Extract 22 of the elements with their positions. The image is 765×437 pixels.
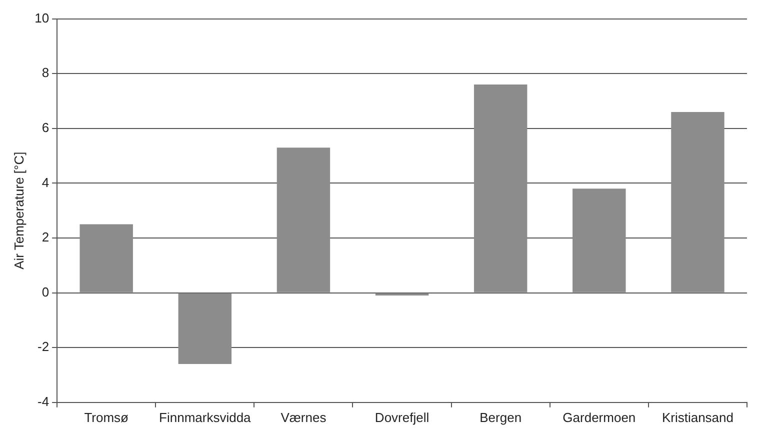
bar <box>572 188 626 292</box>
x-tick-label: Kristiansand <box>662 410 734 425</box>
y-tick-label: 6 <box>42 120 50 135</box>
bar <box>671 112 724 292</box>
x-tick-label: Værnes <box>280 410 327 425</box>
y-tick-label: 4 <box>42 174 50 190</box>
bar <box>276 148 330 292</box>
bar <box>80 224 133 292</box>
x-tick-label: Dovrefjell <box>374 410 430 425</box>
y-axis-title: Air Temperature [°C] <box>11 152 26 270</box>
y-tick-label: 0 <box>42 284 50 300</box>
y-tick-label: 8 <box>42 65 50 80</box>
y-tick-label: -4 <box>37 394 50 409</box>
x-tick-label: Tromsø <box>84 410 129 425</box>
y-tick-label: 10 <box>34 10 50 26</box>
bar <box>178 293 232 364</box>
x-tick-label: Bergen <box>480 410 522 425</box>
y-tick-label: 2 <box>42 230 50 245</box>
x-tick-label: Finnmarksvidda <box>159 410 252 425</box>
x-tick-label: Gardermoen <box>562 410 636 425</box>
bar <box>474 84 528 292</box>
y-tick-label: -2 <box>37 339 50 354</box>
